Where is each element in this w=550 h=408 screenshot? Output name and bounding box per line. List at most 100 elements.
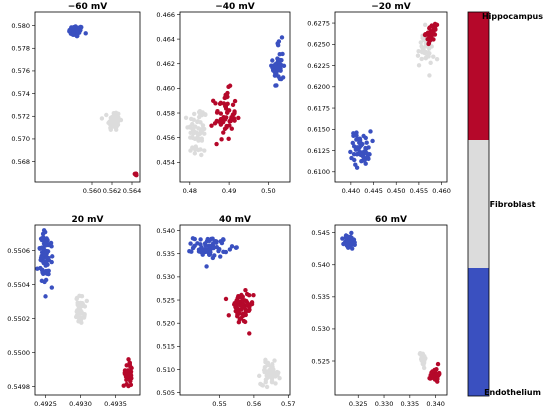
- point-hippocampus: [212, 121, 218, 126]
- y-tick-label: 0.466: [156, 11, 175, 19]
- y-tick-label: 0.535: [156, 250, 175, 258]
- point-endothelium: [218, 254, 223, 259]
- y-tick-label: 0.540: [311, 261, 330, 269]
- y-tick-label: 0.570: [11, 135, 30, 143]
- point-endothelium: [370, 138, 375, 144]
- point-fibroblast: [266, 370, 272, 375]
- point-hippocampus: [230, 102, 236, 107]
- point-endothelium: [360, 158, 366, 163]
- point-fibroblast: [415, 53, 421, 58]
- plot-frame: [179, 224, 291, 396]
- point-fibroblast: [118, 117, 124, 123]
- point-endothelium: [277, 76, 283, 82]
- point-hippocampus: [226, 84, 231, 90]
- point-hippocampus: [243, 287, 248, 293]
- point-fibroblast: [422, 22, 428, 28]
- point-fibroblast: [262, 364, 268, 370]
- panel-4: 20 mV 0.4925 0.4930 0.4935 0.5506 0.5504 0.550…: [7, 215, 141, 408]
- y-tick-label: 0.572: [11, 113, 30, 121]
- plot-frame: [34, 11, 141, 183]
- point-fibroblast: [203, 112, 208, 117]
- y-tick-label: 0.535: [311, 293, 330, 301]
- point-hippocampus: [245, 302, 250, 307]
- x-tick-label: 0.4930: [69, 400, 92, 408]
- y-tick-label: 0.525: [311, 357, 330, 365]
- point-hippocampus: [247, 331, 252, 336]
- point-hippocampus: [223, 296, 229, 302]
- point-endothelium: [210, 236, 215, 241]
- panel-3: −20 mV 0.440 0.445 0.450 0.455 0.460 0.6275 0.6…: [307, 2, 451, 195]
- point-fibroblast: [416, 49, 421, 54]
- point-endothelium: [202, 248, 208, 254]
- point-hippocampus: [126, 383, 131, 389]
- y-tick-label: 0.576: [11, 67, 30, 75]
- x-tick-label: 0.450: [387, 187, 406, 195]
- point-fibroblast: [419, 56, 424, 62]
- point-hippocampus: [251, 293, 256, 298]
- point-fibroblast: [183, 115, 189, 120]
- point-fibroblast: [82, 312, 87, 317]
- point-fibroblast: [190, 121, 195, 127]
- point-fibroblast: [195, 135, 200, 140]
- point-endothelium: [346, 239, 351, 244]
- point-hippocampus: [241, 305, 247, 310]
- point-fibroblast: [79, 294, 85, 299]
- point-fibroblast: [264, 384, 270, 390]
- y-tick-label: 0.540: [156, 227, 175, 235]
- point-hippocampus: [435, 376, 440, 381]
- point-hippocampus: [224, 125, 229, 130]
- point-hippocampus: [215, 108, 220, 114]
- point-endothelium: [366, 145, 371, 150]
- panel-title: −60 mV: [68, 2, 108, 12]
- point-hippocampus: [235, 299, 241, 304]
- point-hippocampus: [219, 137, 224, 142]
- point-fibroblast: [78, 308, 83, 313]
- x-tick-label: 0.57: [281, 400, 295, 408]
- plot-frame: [34, 224, 141, 396]
- point-fibroblast: [196, 126, 201, 131]
- y-tick-label: 0.505: [156, 389, 175, 397]
- point-endothelium: [74, 25, 80, 30]
- points: [67, 24, 139, 178]
- point-endothelium: [349, 230, 354, 236]
- point-endothelium: [38, 265, 43, 271]
- point-fibroblast: [270, 364, 275, 370]
- point-hippocampus: [232, 110, 237, 116]
- point-endothelium: [206, 248, 211, 253]
- point-endothelium: [46, 255, 51, 261]
- point-endothelium: [44, 271, 50, 276]
- x-tick-label: 0.48: [183, 187, 197, 195]
- point-fibroblast: [263, 377, 269, 382]
- point-fibroblast: [191, 146, 196, 151]
- plot-frame: [179, 11, 291, 183]
- point-fibroblast: [108, 127, 113, 132]
- point-endothelium: [71, 25, 76, 30]
- point-fibroblast: [190, 134, 195, 140]
- point-fibroblast: [188, 148, 193, 153]
- point-fibroblast: [188, 116, 194, 122]
- points: [348, 21, 440, 170]
- point-fibroblast: [192, 111, 197, 117]
- panel-1: −60 mV 0.560 0.562 0.564 0.580 0.578 0.576 0.57…: [11, 2, 141, 195]
- panel-5: 40 mV 0.55 0.56 0.57 0.540 0.535 0.530 0.525 0.5…: [156, 215, 295, 408]
- point-endothelium: [188, 241, 193, 246]
- point-hippocampus: [133, 171, 138, 177]
- point-hippocampus: [221, 130, 226, 135]
- point-fibroblast: [99, 116, 105, 121]
- point-fibroblast: [113, 113, 118, 118]
- point-endothelium: [227, 247, 233, 252]
- point-fibroblast: [421, 365, 427, 371]
- point-endothelium: [67, 29, 72, 34]
- point-fibroblast: [420, 354, 425, 359]
- point-endothelium: [279, 35, 285, 40]
- point-hippocampus: [232, 98, 238, 104]
- point-endothelium: [203, 242, 208, 248]
- point-hippocampus: [211, 98, 216, 104]
- point-hippocampus: [437, 372, 442, 377]
- x-tick-label: 0.440: [342, 187, 361, 195]
- y-tick-label: 0.574: [11, 90, 30, 98]
- point-endothelium: [196, 249, 202, 254]
- y-tick-label: 0.6275: [307, 19, 330, 27]
- point-endothelium: [44, 248, 49, 254]
- point-fibroblast: [79, 303, 85, 309]
